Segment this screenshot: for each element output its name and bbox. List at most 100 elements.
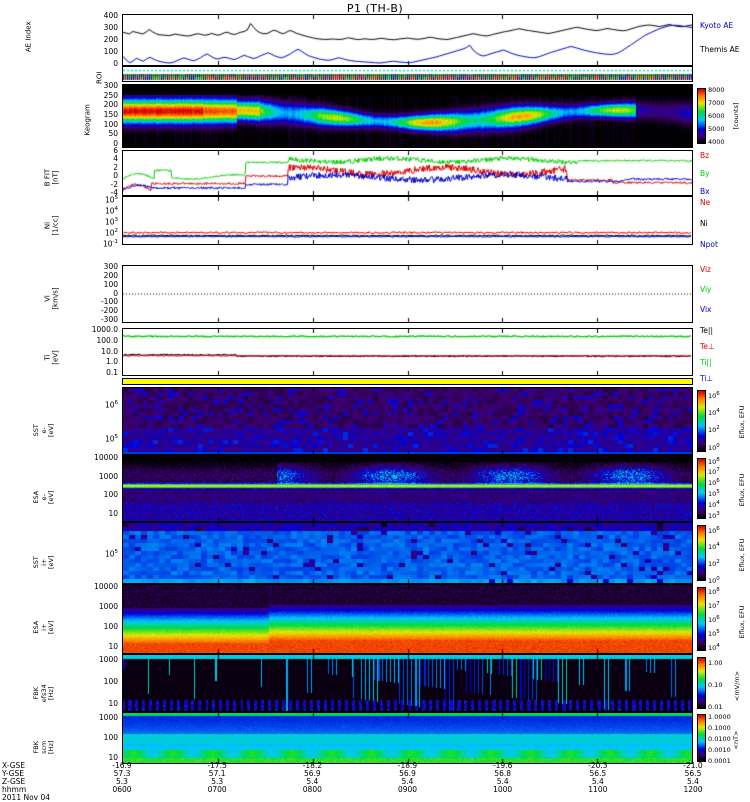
axis-tick-label: -2 [110, 179, 118, 189]
trace-legend-label: Te⊥ [700, 342, 715, 351]
colorbar-tick-label: 7000 [708, 98, 725, 107]
colorbar-tick-label: 6000 [708, 111, 725, 120]
colorbar-unit-esa-ion: Eflux, EFU [738, 605, 746, 639]
axis-tick-value: 5.4 [591, 777, 604, 786]
trace-legend-label: Vix [700, 305, 712, 314]
axis-tick-label: 10-1 [102, 239, 118, 249]
colorbar-tick-label: 105 [708, 488, 720, 499]
axis-tick-label: 200 [103, 100, 118, 110]
axis-tick-value: 5.3 [211, 777, 224, 786]
axis-tick-label: 10.0 [101, 346, 118, 356]
axis-tick-label: 100 [103, 490, 118, 500]
axis-tick-value: 57.1 [208, 769, 226, 778]
axis-tick-label: 2 [113, 162, 118, 172]
trace-legend-label: Kyoto AE [700, 21, 734, 30]
panel-ni-density [122, 196, 693, 245]
axis-tick-label: 1.0 [106, 357, 118, 367]
axis-tick-value: 5.4 [496, 777, 509, 786]
colorbar-tick-label: 0.0100 [708, 734, 731, 743]
trace-legend-label: Ti⊥ [700, 374, 713, 383]
colorbar-sst-electron [697, 390, 706, 452]
colorbar-tick-label: 104 [708, 499, 720, 509]
panel-esa-ion [122, 584, 693, 654]
colorbar-esa-electron [697, 458, 706, 519]
axis-tick-label: 300 [103, 81, 118, 90]
axis-tick-label: 1000 [98, 471, 118, 481]
axis-tick-value: -19.6 [492, 761, 513, 770]
axis-tick-value: 5.4 [401, 777, 414, 786]
colorbar-fbk-efield [697, 657, 706, 709]
axis-tick-label: 10000 [94, 582, 118, 591]
colorbar-tick-label: 0.0001 [708, 756, 731, 765]
colorbar-tick-label: 1.0000 [708, 712, 731, 721]
axis-tick-label: 150 [103, 110, 118, 119]
axis-tick-value: 0800 [302, 785, 322, 794]
colorbar-unit-esa-electron: Eflux, EFU [738, 473, 746, 507]
colorbar-tick-label: 100 [708, 442, 720, 452]
axis-tick-label: 300 [103, 23, 118, 32]
colorbar-keogram [697, 88, 706, 144]
colorbar-tick-label: 108 [708, 586, 720, 596]
colorbar-tick-label: 106 [708, 614, 720, 624]
trace-legend-label: Ti|| [700, 358, 712, 367]
axis-tick-label: 50 [108, 129, 118, 139]
axis-tick-value: 56.5 [684, 769, 702, 778]
colorbar-tick-label: 106 [708, 525, 720, 535]
axis-tick-label: 100 [103, 47, 118, 56]
colorbar-tick-label: 0.0010 [708, 745, 731, 754]
axis-tick-label: -4 [110, 188, 118, 197]
axis-row-name-y-gse: Y-GSE [2, 769, 24, 778]
axis-tick-value: -18.2 [302, 761, 323, 770]
axis-tick-value: 1200 [683, 785, 703, 794]
axis-tick-label: 1000 [98, 602, 118, 611]
colorbar-tick-label: 0.1000 [708, 723, 731, 732]
status-bar-yellow [122, 378, 693, 385]
axis-tick-label: 100.0 [96, 335, 118, 345]
axis-tick-value: 5.4 [687, 777, 699, 786]
axis-tick-label: 103 [104, 217, 118, 227]
axis-tick-label: 10 [108, 753, 118, 762]
colorbar-tick-label: 104 [708, 642, 720, 652]
axis-row-name-z-gse: Z-GSE [2, 777, 26, 786]
axis-tick-value: 5.4 [306, 777, 319, 786]
axis-tick-label: 104 [104, 206, 118, 216]
axis-tick-value: 0900 [397, 785, 418, 794]
axis-tick-value: 56.9 [399, 769, 416, 778]
axis-tick-label: 102 [104, 228, 118, 238]
axis-tick-label: 250 [103, 90, 118, 100]
colorbar-tick-label: 5000 [708, 124, 725, 133]
axis-tick-label: 1000 [98, 713, 118, 722]
colorbar-tick-label: 4000 [708, 137, 725, 146]
axis-tick-value: 57.3 [113, 769, 131, 778]
axis-tick-label: 0 [113, 139, 118, 148]
axis-tick-label: 400 [103, 11, 118, 20]
panel-esa-electron [122, 455, 693, 522]
panel-roi [122, 66, 693, 82]
axis-tick-value: 56.5 [589, 769, 607, 778]
colorbar-fbk-bfield [697, 714, 706, 762]
axis-tick-label: 10 [108, 699, 118, 708]
axis-tick-value: -17.5 [207, 761, 227, 770]
trace-legend-label: Ne [700, 198, 711, 207]
ylabel-esa-electron: ESA e- [eV] [31, 490, 55, 505]
colorbar-tick-label: 1.00 [708, 658, 723, 667]
axis-tick-value: 0700 [207, 785, 227, 794]
colorbar-tick-label: 0.01 [708, 702, 723, 711]
trace-legend-label: Te|| [700, 326, 713, 335]
colorbar-tick-label: 102 [708, 558, 720, 568]
axis-tick-label: 0 [113, 288, 118, 298]
axis-tick-value: 1100 [588, 785, 608, 794]
axis-tick-label: 0 [113, 171, 118, 181]
axis-tick-value: -20.3 [588, 761, 608, 770]
axis-tick-value: -21.0 [683, 761, 703, 770]
colorbar-tick-label: 105 [708, 628, 720, 638]
ylabel-fbk-efield: FBK efs34 [Hz] [31, 684, 55, 703]
axis-tick-label: -300 [100, 315, 118, 324]
axis-tick-value: -18.9 [397, 761, 418, 770]
trace-legend-label: Viz [700, 265, 711, 274]
colorbar-tick-label: 106 [708, 390, 720, 400]
axis-tick-label: -100 [100, 297, 118, 307]
axis-tick-value: 56.8 [494, 769, 511, 778]
trace-legend-label: Bx [700, 187, 710, 196]
ylabel-ae-index: AE Index [24, 21, 33, 53]
